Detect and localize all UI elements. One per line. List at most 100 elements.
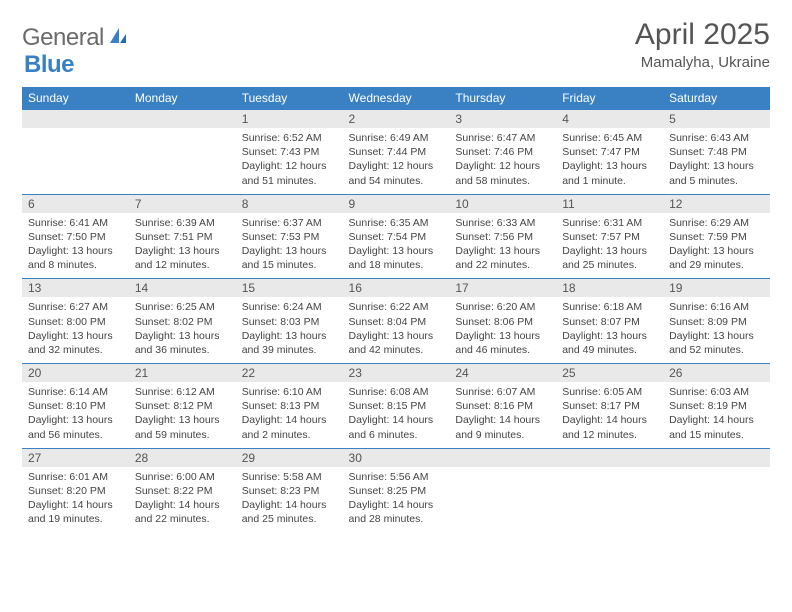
day-number: 17 — [449, 279, 556, 297]
day-details: Sunrise: 6:10 AMSunset: 8:13 PMDaylight:… — [236, 382, 343, 448]
calendar-week-row: 6Sunrise: 6:41 AMSunset: 7:50 PMDaylight… — [22, 194, 770, 279]
day-number: 5 — [663, 110, 770, 128]
day-details: Sunrise: 6:52 AMSunset: 7:43 PMDaylight:… — [236, 128, 343, 194]
day-details: Sunrise: 5:58 AMSunset: 8:23 PMDaylight:… — [236, 467, 343, 533]
day-details: Sunrise: 6:29 AMSunset: 7:59 PMDaylight:… — [663, 213, 770, 279]
day-number: 20 — [22, 364, 129, 382]
day-number — [22, 110, 129, 128]
day-details: Sunrise: 6:08 AMSunset: 8:15 PMDaylight:… — [343, 382, 450, 448]
day-details: Sunrise: 6:03 AMSunset: 8:19 PMDaylight:… — [663, 382, 770, 448]
brand-word2: Blue — [24, 51, 74, 79]
day-number: 25 — [556, 364, 663, 382]
calendar-table: SundayMondayTuesdayWednesdayThursdayFrid… — [22, 87, 770, 532]
day-details: Sunrise: 6:24 AMSunset: 8:03 PMDaylight:… — [236, 297, 343, 363]
day-details: Sunrise: 6:41 AMSunset: 7:50 PMDaylight:… — [22, 213, 129, 279]
calendar-day-cell: 17Sunrise: 6:20 AMSunset: 8:06 PMDayligh… — [449, 279, 556, 364]
weekday-header: Wednesday — [343, 87, 450, 110]
calendar-day-cell: 5Sunrise: 6:43 AMSunset: 7:48 PMDaylight… — [663, 110, 770, 195]
day-number: 14 — [129, 279, 236, 297]
day-number: 27 — [22, 449, 129, 467]
day-number: 19 — [663, 279, 770, 297]
day-number — [556, 449, 663, 467]
calendar-day-cell: 22Sunrise: 6:10 AMSunset: 8:13 PMDayligh… — [236, 364, 343, 449]
calendar-day-cell: 20Sunrise: 6:14 AMSunset: 8:10 PMDayligh… — [22, 364, 129, 449]
calendar-week-row: 13Sunrise: 6:27 AMSunset: 8:00 PMDayligh… — [22, 279, 770, 364]
day-number: 15 — [236, 279, 343, 297]
calendar-day-cell: 26Sunrise: 6:03 AMSunset: 8:19 PMDayligh… — [663, 364, 770, 449]
weekday-header: Friday — [556, 87, 663, 110]
calendar-empty-cell — [129, 110, 236, 195]
brand-word1: General — [22, 24, 104, 52]
day-number: 22 — [236, 364, 343, 382]
calendar-day-cell: 13Sunrise: 6:27 AMSunset: 8:00 PMDayligh… — [22, 279, 129, 364]
month-title: April 2025 — [635, 18, 770, 52]
calendar-day-cell: 7Sunrise: 6:39 AMSunset: 7:51 PMDaylight… — [129, 194, 236, 279]
day-details: Sunrise: 6:00 AMSunset: 8:22 PMDaylight:… — [129, 467, 236, 533]
calendar-day-cell: 27Sunrise: 6:01 AMSunset: 8:20 PMDayligh… — [22, 448, 129, 532]
calendar-day-cell: 9Sunrise: 6:35 AMSunset: 7:54 PMDaylight… — [343, 194, 450, 279]
calendar-day-cell: 21Sunrise: 6:12 AMSunset: 8:12 PMDayligh… — [129, 364, 236, 449]
calendar-day-cell: 14Sunrise: 6:25 AMSunset: 8:02 PMDayligh… — [129, 279, 236, 364]
calendar-week-row: 27Sunrise: 6:01 AMSunset: 8:20 PMDayligh… — [22, 448, 770, 532]
day-details: Sunrise: 6:05 AMSunset: 8:17 PMDaylight:… — [556, 382, 663, 448]
calendar-day-cell: 24Sunrise: 6:07 AMSunset: 8:16 PMDayligh… — [449, 364, 556, 449]
day-number: 28 — [129, 449, 236, 467]
weekday-header: Saturday — [663, 87, 770, 110]
weekday-header: Sunday — [22, 87, 129, 110]
weekday-header-row: SundayMondayTuesdayWednesdayThursdayFrid… — [22, 87, 770, 110]
day-details: Sunrise: 6:16 AMSunset: 8:09 PMDaylight:… — [663, 297, 770, 363]
day-details: Sunrise: 6:35 AMSunset: 7:54 PMDaylight:… — [343, 213, 450, 279]
day-details: Sunrise: 6:14 AMSunset: 8:10 PMDaylight:… — [22, 382, 129, 448]
day-number: 7 — [129, 195, 236, 213]
calendar-day-cell: 12Sunrise: 6:29 AMSunset: 7:59 PMDayligh… — [663, 194, 770, 279]
calendar-day-cell: 1Sunrise: 6:52 AMSunset: 7:43 PMDaylight… — [236, 110, 343, 195]
day-number: 11 — [556, 195, 663, 213]
calendar-day-cell: 18Sunrise: 6:18 AMSunset: 8:07 PMDayligh… — [556, 279, 663, 364]
day-details: Sunrise: 6:25 AMSunset: 8:02 PMDaylight:… — [129, 297, 236, 363]
brand-logo: General — [22, 24, 130, 52]
day-number: 26 — [663, 364, 770, 382]
calendar-day-cell: 19Sunrise: 6:16 AMSunset: 8:09 PMDayligh… — [663, 279, 770, 364]
day-details: Sunrise: 6:07 AMSunset: 8:16 PMDaylight:… — [449, 382, 556, 448]
calendar-day-cell: 29Sunrise: 5:58 AMSunset: 8:23 PMDayligh… — [236, 448, 343, 532]
day-number: 30 — [343, 449, 450, 467]
day-details: Sunrise: 6:31 AMSunset: 7:57 PMDaylight:… — [556, 213, 663, 279]
day-details: Sunrise: 6:37 AMSunset: 7:53 PMDaylight:… — [236, 213, 343, 279]
day-number: 24 — [449, 364, 556, 382]
day-number: 29 — [236, 449, 343, 467]
day-details: Sunrise: 6:20 AMSunset: 8:06 PMDaylight:… — [449, 297, 556, 363]
day-details: Sunrise: 6:45 AMSunset: 7:47 PMDaylight:… — [556, 128, 663, 194]
day-details: Sunrise: 6:39 AMSunset: 7:51 PMDaylight:… — [129, 213, 236, 279]
day-details: Sunrise: 6:18 AMSunset: 8:07 PMDaylight:… — [556, 297, 663, 363]
weekday-header: Monday — [129, 87, 236, 110]
sail-icon — [108, 26, 128, 51]
calendar-week-row: 20Sunrise: 6:14 AMSunset: 8:10 PMDayligh… — [22, 364, 770, 449]
calendar-day-cell: 16Sunrise: 6:22 AMSunset: 8:04 PMDayligh… — [343, 279, 450, 364]
day-number: 6 — [22, 195, 129, 213]
day-details: Sunrise: 6:33 AMSunset: 7:56 PMDaylight:… — [449, 213, 556, 279]
calendar-day-cell: 25Sunrise: 6:05 AMSunset: 8:17 PMDayligh… — [556, 364, 663, 449]
calendar-week-row: 1Sunrise: 6:52 AMSunset: 7:43 PMDaylight… — [22, 110, 770, 195]
day-details: Sunrise: 6:27 AMSunset: 8:00 PMDaylight:… — [22, 297, 129, 363]
day-details: Sunrise: 6:12 AMSunset: 8:12 PMDaylight:… — [129, 382, 236, 448]
day-number: 18 — [556, 279, 663, 297]
day-number: 12 — [663, 195, 770, 213]
day-number: 4 — [556, 110, 663, 128]
calendar-empty-cell — [556, 448, 663, 532]
day-details: Sunrise: 6:49 AMSunset: 7:44 PMDaylight:… — [343, 128, 450, 194]
calendar-day-cell: 6Sunrise: 6:41 AMSunset: 7:50 PMDaylight… — [22, 194, 129, 279]
day-number: 2 — [343, 110, 450, 128]
day-number: 9 — [343, 195, 450, 213]
day-number — [663, 449, 770, 467]
day-details: Sunrise: 6:47 AMSunset: 7:46 PMDaylight:… — [449, 128, 556, 194]
day-number: 8 — [236, 195, 343, 213]
calendar-day-cell: 15Sunrise: 6:24 AMSunset: 8:03 PMDayligh… — [236, 279, 343, 364]
day-number — [449, 449, 556, 467]
title-block: April 2025 Mamalyha, Ukraine — [635, 18, 770, 71]
calendar-day-cell: 4Sunrise: 6:45 AMSunset: 7:47 PMDaylight… — [556, 110, 663, 195]
day-number: 3 — [449, 110, 556, 128]
day-number: 16 — [343, 279, 450, 297]
calendar-day-cell: 30Sunrise: 5:56 AMSunset: 8:25 PMDayligh… — [343, 448, 450, 532]
day-number: 10 — [449, 195, 556, 213]
day-number: 21 — [129, 364, 236, 382]
